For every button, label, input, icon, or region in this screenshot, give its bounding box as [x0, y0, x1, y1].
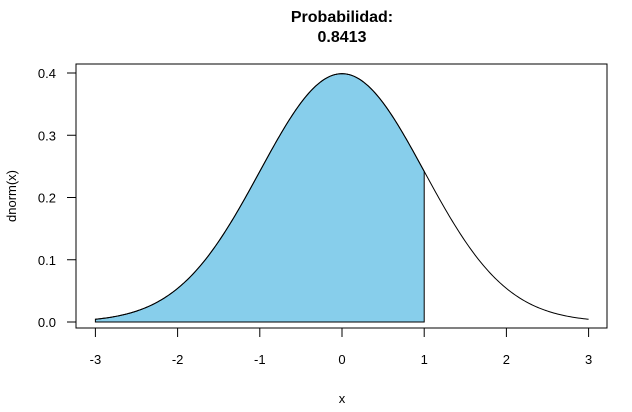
x-tick-label: 2: [503, 352, 510, 367]
y-tick-label: 0.1: [38, 253, 56, 268]
x-tick-label: -1: [254, 352, 266, 367]
x-tick-label: -2: [172, 352, 184, 367]
chart-subtitle: 0.8413: [318, 29, 367, 46]
y-axis-label: dnorm(x): [4, 170, 19, 222]
density-curve: [95, 73, 589, 320]
x-axis: -3 -2 -1 0 1 2 3: [90, 328, 592, 367]
shaded-area: [94, 73, 425, 323]
y-tick-label: 0.2: [38, 191, 56, 206]
y-axis: 0.0 0.1 0.2 0.3 0.4: [38, 66, 76, 330]
x-tick-label: 0: [338, 352, 345, 367]
x-axis-label: x: [339, 391, 346, 406]
x-tick-label: -3: [90, 352, 102, 367]
y-tick-label: 0.3: [38, 128, 56, 143]
chart-title: Probabilidad:: [291, 9, 393, 26]
x-tick-label: 3: [585, 352, 592, 367]
y-tick-label: 0.0: [38, 315, 56, 330]
y-tick-label: 0.4: [38, 66, 56, 81]
x-tick-label: 1: [421, 352, 428, 367]
